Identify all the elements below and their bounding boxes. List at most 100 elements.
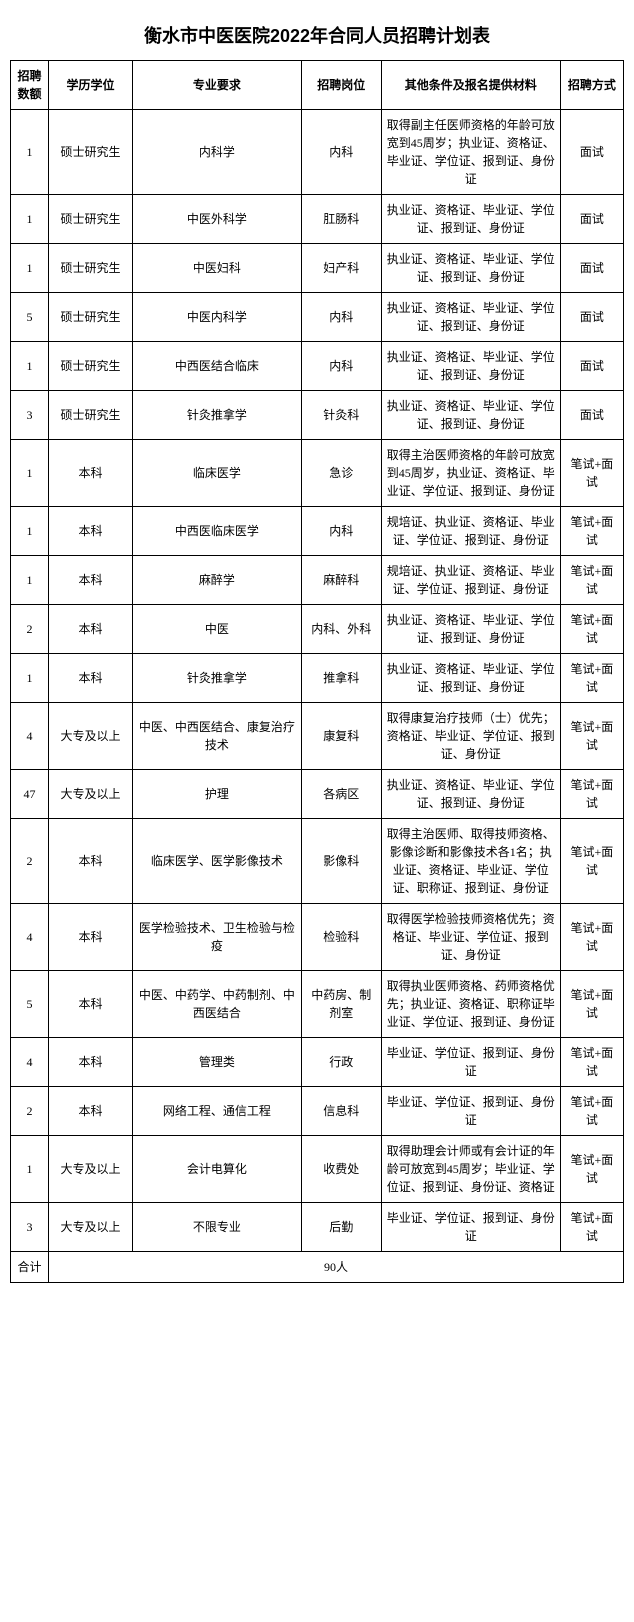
cell-education: 硕士研究生 bbox=[48, 342, 132, 391]
cell-method: 笔试+面试 bbox=[560, 507, 623, 556]
cell-count: 4 bbox=[11, 1038, 49, 1087]
cell-position: 推拿科 bbox=[301, 654, 381, 703]
cell-education: 硕士研究生 bbox=[48, 391, 132, 440]
cell-position: 肛肠科 bbox=[301, 195, 381, 244]
cell-position: 后勤 bbox=[301, 1203, 381, 1252]
cell-method: 笔试+面试 bbox=[560, 703, 623, 770]
cell-conditions: 执业证、资格证、毕业证、学位证、报到证、身份证 bbox=[381, 342, 560, 391]
header-count: 招聘数额 bbox=[11, 61, 49, 110]
header-conditions: 其他条件及报名提供材料 bbox=[381, 61, 560, 110]
cell-conditions: 执业证、资格证、毕业证、学位证、报到证、身份证 bbox=[381, 654, 560, 703]
cell-major: 中医妇科 bbox=[133, 244, 302, 293]
cell-major: 管理类 bbox=[133, 1038, 302, 1087]
cell-conditions: 毕业证、学位证、报到证、身份证 bbox=[381, 1203, 560, 1252]
cell-major: 麻醉学 bbox=[133, 556, 302, 605]
cell-conditions: 毕业证、学位证、报到证、身份证 bbox=[381, 1087, 560, 1136]
table-row: 1硕士研究生中医妇科妇产科执业证、资格证、毕业证、学位证、报到证、身份证面试 bbox=[11, 244, 624, 293]
cell-conditions: 执业证、资格证、毕业证、学位证、报到证、身份证 bbox=[381, 605, 560, 654]
cell-count: 3 bbox=[11, 391, 49, 440]
cell-education: 硕士研究生 bbox=[48, 244, 132, 293]
cell-major: 内科学 bbox=[133, 110, 302, 195]
cell-position: 中药房、制剂室 bbox=[301, 971, 381, 1038]
cell-education: 本科 bbox=[48, 819, 132, 904]
cell-conditions: 执业证、资格证、毕业证、学位证、报到证、身份证 bbox=[381, 244, 560, 293]
header-major: 专业要求 bbox=[133, 61, 302, 110]
table-row: 2本科临床医学、医学影像技术影像科取得主治医师、取得技师资格、影像诊断和影像技术… bbox=[11, 819, 624, 904]
cell-major: 不限专业 bbox=[133, 1203, 302, 1252]
header-position: 招聘岗位 bbox=[301, 61, 381, 110]
cell-method: 面试 bbox=[560, 244, 623, 293]
cell-education: 硕士研究生 bbox=[48, 195, 132, 244]
table-row: 2本科网络工程、通信工程信息科毕业证、学位证、报到证、身份证笔试+面试 bbox=[11, 1087, 624, 1136]
table-row: 47大专及以上护理各病区执业证、资格证、毕业证、学位证、报到证、身份证笔试+面试 bbox=[11, 770, 624, 819]
table-row: 3大专及以上不限专业后勤毕业证、学位证、报到证、身份证笔试+面试 bbox=[11, 1203, 624, 1252]
cell-position: 内科、外科 bbox=[301, 605, 381, 654]
table-row: 3硕士研究生针灸推拿学针灸科执业证、资格证、毕业证、学位证、报到证、身份证面试 bbox=[11, 391, 624, 440]
cell-major: 医学检验技术、卫生检验与检疫 bbox=[133, 904, 302, 971]
table-row: 1硕士研究生内科学内科取得副主任医师资格的年龄可放宽到45周岁；执业证、资格证、… bbox=[11, 110, 624, 195]
table-row: 1本科中西医临床医学内科规培证、执业证、资格证、毕业证、学位证、报到证、身份证笔… bbox=[11, 507, 624, 556]
header-method: 招聘方式 bbox=[560, 61, 623, 110]
cell-count: 1 bbox=[11, 654, 49, 703]
table-row: 4本科管理类行政毕业证、学位证、报到证、身份证笔试+面试 bbox=[11, 1038, 624, 1087]
cell-education: 本科 bbox=[48, 971, 132, 1038]
footer-total: 90人 bbox=[48, 1252, 623, 1283]
cell-conditions: 毕业证、学位证、报到证、身份证 bbox=[381, 1038, 560, 1087]
cell-method: 面试 bbox=[560, 110, 623, 195]
cell-method: 笔试+面试 bbox=[560, 770, 623, 819]
cell-method: 笔试+面试 bbox=[560, 440, 623, 507]
cell-count: 1 bbox=[11, 556, 49, 605]
cell-count: 4 bbox=[11, 904, 49, 971]
cell-count: 1 bbox=[11, 110, 49, 195]
table-row: 1本科针灸推拿学推拿科执业证、资格证、毕业证、学位证、报到证、身份证笔试+面试 bbox=[11, 654, 624, 703]
table-row: 1本科临床医学急诊取得主治医师资格的年龄可放宽到45周岁，执业证、资格证、毕业证… bbox=[11, 440, 624, 507]
cell-position: 各病区 bbox=[301, 770, 381, 819]
cell-count: 1 bbox=[11, 440, 49, 507]
cell-count: 2 bbox=[11, 819, 49, 904]
cell-method: 笔试+面试 bbox=[560, 556, 623, 605]
cell-education: 硕士研究生 bbox=[48, 110, 132, 195]
cell-count: 2 bbox=[11, 605, 49, 654]
cell-major: 针灸推拿学 bbox=[133, 654, 302, 703]
cell-position: 针灸科 bbox=[301, 391, 381, 440]
cell-conditions: 取得康复治疗技师（士）优先；资格证、毕业证、学位证、报到证、身份证 bbox=[381, 703, 560, 770]
cell-method: 笔试+面试 bbox=[560, 1203, 623, 1252]
cell-method: 面试 bbox=[560, 391, 623, 440]
cell-conditions: 执业证、资格证、毕业证、学位证、报到证、身份证 bbox=[381, 770, 560, 819]
table-row: 1硕士研究生中医外科学肛肠科执业证、资格证、毕业证、学位证、报到证、身份证面试 bbox=[11, 195, 624, 244]
cell-education: 本科 bbox=[48, 654, 132, 703]
table-row: 1硕士研究生中西医结合临床内科执业证、资格证、毕业证、学位证、报到证、身份证面试 bbox=[11, 342, 624, 391]
cell-major: 护理 bbox=[133, 770, 302, 819]
cell-education: 本科 bbox=[48, 440, 132, 507]
table-header-row: 招聘数额 学历学位 专业要求 招聘岗位 其他条件及报名提供材料 招聘方式 bbox=[11, 61, 624, 110]
cell-position: 内科 bbox=[301, 507, 381, 556]
table-row: 2本科中医内科、外科执业证、资格证、毕业证、学位证、报到证、身份证笔试+面试 bbox=[11, 605, 624, 654]
cell-position: 急诊 bbox=[301, 440, 381, 507]
table-row: 4本科医学检验技术、卫生检验与检疫检验科取得医学检验技师资格优先；资格证、毕业证… bbox=[11, 904, 624, 971]
cell-conditions: 取得主治医师资格的年龄可放宽到45周岁，执业证、资格证、毕业证、学位证、报到证、… bbox=[381, 440, 560, 507]
recruitment-table: 招聘数额 学历学位 专业要求 招聘岗位 其他条件及报名提供材料 招聘方式 1硕士… bbox=[10, 60, 624, 1283]
cell-method: 笔试+面试 bbox=[560, 1087, 623, 1136]
cell-count: 2 bbox=[11, 1087, 49, 1136]
cell-education: 大专及以上 bbox=[48, 1203, 132, 1252]
cell-conditions: 执业证、资格证、毕业证、学位证、报到证、身份证 bbox=[381, 391, 560, 440]
cell-conditions: 取得主治医师、取得技师资格、影像诊断和影像技术各1名；执业证、资格证、毕业证、学… bbox=[381, 819, 560, 904]
cell-major: 针灸推拿学 bbox=[133, 391, 302, 440]
cell-major: 网络工程、通信工程 bbox=[133, 1087, 302, 1136]
cell-education: 本科 bbox=[48, 1087, 132, 1136]
cell-count: 1 bbox=[11, 195, 49, 244]
cell-education: 硕士研究生 bbox=[48, 293, 132, 342]
cell-conditions: 规培证、执业证、资格证、毕业证、学位证、报到证、身份证 bbox=[381, 507, 560, 556]
cell-major: 中医外科学 bbox=[133, 195, 302, 244]
table-row: 4大专及以上中医、中西医结合、康复治疗技术康复科取得康复治疗技师（士）优先；资格… bbox=[11, 703, 624, 770]
cell-method: 笔试+面试 bbox=[560, 605, 623, 654]
cell-position: 内科 bbox=[301, 342, 381, 391]
cell-method: 笔试+面试 bbox=[560, 819, 623, 904]
footer-label: 合计 bbox=[11, 1252, 49, 1283]
cell-position: 妇产科 bbox=[301, 244, 381, 293]
cell-position: 康复科 bbox=[301, 703, 381, 770]
cell-method: 面试 bbox=[560, 293, 623, 342]
cell-major: 临床医学、医学影像技术 bbox=[133, 819, 302, 904]
cell-education: 本科 bbox=[48, 556, 132, 605]
cell-major: 中西医结合临床 bbox=[133, 342, 302, 391]
